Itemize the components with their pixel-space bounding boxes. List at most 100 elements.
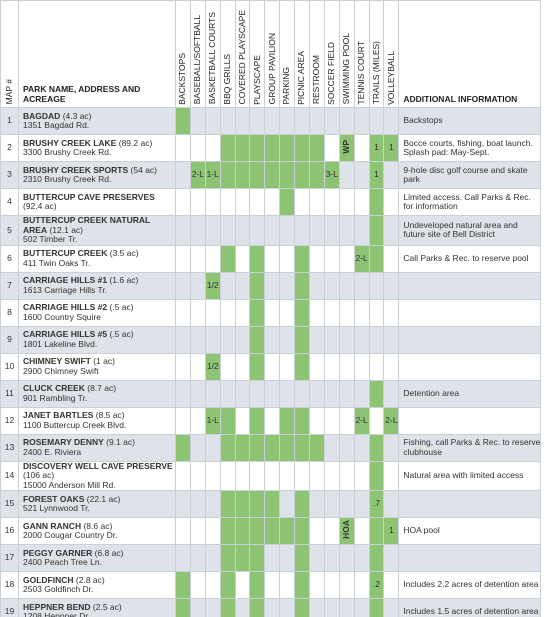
amenity-cell xyxy=(264,406,281,435)
map-number: 12 xyxy=(0,406,19,435)
amenity-cell xyxy=(279,188,296,216)
amenity-cell xyxy=(279,215,296,246)
map-number: 13 xyxy=(0,433,19,462)
park-cell: BRUSHY CREEK SPORTS (54 ac) 2310 Brushy C… xyxy=(18,161,176,189)
amenity-cell xyxy=(189,244,206,273)
amenity-cell xyxy=(219,107,236,135)
amenity-cell xyxy=(189,544,206,572)
header-cell: PICNIC AREA xyxy=(294,0,311,108)
amenity-cell xyxy=(323,406,340,435)
amenity-label: .7 xyxy=(372,498,381,509)
amenity-cell xyxy=(353,490,370,518)
header-text: BACKSTOPS xyxy=(177,52,188,105)
park-cell: BRUSHY CREEK LAKE (89.2 ac) 3300 Brushy C… xyxy=(18,134,176,162)
amenity-cell xyxy=(323,298,340,327)
amenity-cell xyxy=(294,571,311,599)
amenity-cell xyxy=(383,598,400,617)
amenity-cell xyxy=(383,571,400,599)
map-number: 9 xyxy=(0,325,19,354)
amenity-cell: HOA xyxy=(338,517,355,545)
amenity-cell xyxy=(323,379,340,408)
header-text: PARK NAME, ADDRESS AND ACREAGE xyxy=(23,84,141,104)
header-cell: MAP # xyxy=(0,0,19,108)
info-cell: Detention area xyxy=(398,379,542,408)
amenity-cell xyxy=(219,460,236,491)
amenity-cell xyxy=(189,134,206,162)
table-row: 7 CARRIAGE HILLS #1 (1.6 ac) 1613 Carriage… xyxy=(0,271,542,300)
header-cell: COVERED PLAYSCAPE xyxy=(234,0,251,108)
park-acreage: (6.8 ac) xyxy=(94,547,124,558)
amenity-cell xyxy=(175,379,191,408)
header-cell: PARK NAME, ADDRESS AND ACREAGE xyxy=(18,0,176,108)
amenity-cell xyxy=(175,460,191,491)
amenity-cell xyxy=(323,134,340,162)
info-cell: Limited access. Call Parks & Rec. for in… xyxy=(398,188,542,216)
park-name: BUTTERCUP CAVE PRESERVES xyxy=(23,191,155,202)
amenity-cell xyxy=(294,598,311,617)
amenity-cell xyxy=(249,571,266,599)
amenity-cell xyxy=(323,244,340,273)
amenity-label: 1-L xyxy=(206,169,219,180)
amenity-cell xyxy=(175,406,191,435)
amenity-cell xyxy=(294,460,311,491)
amenity-cell xyxy=(234,544,251,572)
park-address: 1351 Bagdad Rd. xyxy=(23,120,90,130)
info-cell: Undeveloped natural area and future site… xyxy=(398,215,542,246)
park-acreage: (12.1 ac) xyxy=(49,224,84,235)
amenity-cell xyxy=(234,490,251,518)
amenity-cell xyxy=(175,188,191,216)
amenity-cell: 1/2 xyxy=(204,271,221,300)
info-cell xyxy=(398,544,542,572)
amenity-cell xyxy=(234,298,251,327)
amenity-cell xyxy=(353,134,370,162)
amenity-cell: 1 xyxy=(368,161,385,189)
park-acreage: (54 ac) xyxy=(130,164,158,175)
amenity-cell xyxy=(294,107,311,135)
amenity-cell xyxy=(353,544,370,572)
map-number: 17 xyxy=(0,544,19,572)
map-number: 16 xyxy=(0,517,19,545)
map-number: 15 xyxy=(0,490,19,518)
amenity-cell xyxy=(249,460,266,491)
amenity-cell xyxy=(338,244,355,273)
amenity-cell xyxy=(219,134,236,162)
park-cell: DISCOVERY WELL CAVE PRESERVE (106 ac) 150… xyxy=(18,460,176,491)
map-number: 18 xyxy=(0,571,19,599)
amenity-cell: 3-L xyxy=(323,161,340,189)
map-number: 10 xyxy=(0,352,19,381)
amenity-cell xyxy=(368,406,385,435)
park-name: BAGDAD xyxy=(23,110,61,121)
table-row: 6 BUTTERCUP CREEK (3.5 ac) 411 Twin Oaks T… xyxy=(0,244,542,273)
amenity-cell xyxy=(175,215,191,246)
park-cell: ROSEMARY DENNY (9.1 ac) 2400 E. Riviera xyxy=(18,433,176,462)
amenity-cell xyxy=(323,433,340,462)
park-name: BUTTERCUP CREEK xyxy=(23,248,108,258)
amenity-cell xyxy=(189,406,206,435)
park-acreage: (4.3 ac) xyxy=(62,110,92,121)
amenity-cell xyxy=(175,433,191,462)
amenity-cell xyxy=(294,517,311,545)
amenity-cell xyxy=(368,298,385,327)
amenity-cell xyxy=(219,325,236,354)
header-cell: BBQ GRILLS xyxy=(219,0,236,108)
amenity-cell xyxy=(338,571,355,599)
park-acreage: (9.1 ac) xyxy=(106,437,135,447)
park-acreage: (8.5 ac) xyxy=(95,410,125,420)
amenity-cell xyxy=(249,244,266,273)
amenity-cell xyxy=(323,215,340,246)
park-acreage: (.5 ac) xyxy=(109,329,134,339)
amenity-cell xyxy=(309,544,325,572)
amenity-cell xyxy=(219,298,236,327)
amenity-cell xyxy=(368,598,385,617)
park-acreage: (3.5 ac) xyxy=(109,248,139,258)
amenity-label: 2-L xyxy=(355,414,368,425)
amenity-cell xyxy=(323,188,340,216)
table-row: 18 GOLDFINCH (2.8 ac) 2503 Goldfinch Dr. .2… xyxy=(0,571,542,599)
park-name: GOLDFINCH xyxy=(23,574,74,585)
amenity-cell xyxy=(189,571,206,599)
header-text: PICNIC AREA xyxy=(296,50,307,105)
amenity-cell xyxy=(249,517,266,545)
table-row: 2 BRUSHY CREEK LAKE (89.2 ac) 3300 Brushy … xyxy=(0,134,542,162)
amenity-cell xyxy=(309,161,325,189)
amenity-cell xyxy=(189,188,206,216)
